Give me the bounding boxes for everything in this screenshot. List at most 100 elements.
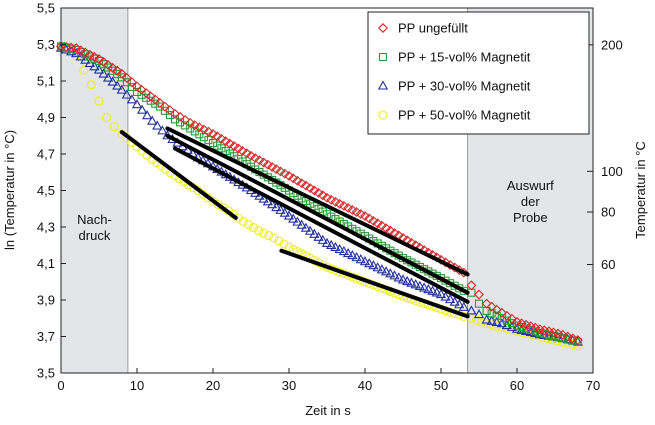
y-tick-label: 3,7 (37, 329, 55, 344)
data-point (313, 231, 324, 241)
data-point (310, 202, 319, 211)
secondary-y-axis-label: Temperatur in °C (633, 141, 648, 239)
data-point (543, 330, 555, 340)
data-point (454, 299, 465, 309)
legend-label: PP + 50-vol% Magnetit (398, 108, 531, 123)
region-annotation-line: Nach- (77, 212, 112, 227)
legend-label: PP + 30-vol% Magnetit (398, 79, 531, 94)
data-point (151, 99, 160, 108)
data-point (506, 313, 517, 324)
data-point (418, 282, 430, 292)
data-point (502, 316, 511, 325)
region-annotation-line: Auswurf (507, 178, 554, 193)
data-point (296, 178, 307, 189)
data-point (449, 296, 460, 306)
region-annotation-line: Probe (513, 210, 548, 225)
data-point (116, 84, 127, 94)
y-tick-label: 4,1 (37, 256, 55, 271)
data-point (275, 166, 286, 177)
data-point (275, 204, 286, 214)
data-point (557, 329, 568, 340)
y-tick-label: 3,9 (37, 293, 55, 308)
data-point (112, 65, 123, 76)
data-point (122, 78, 131, 87)
fit-line (173, 146, 470, 304)
y2-tick-label: 80 (601, 205, 615, 220)
data-point (292, 216, 303, 226)
data-point (229, 141, 240, 152)
data-point (141, 88, 152, 99)
data-point (372, 218, 383, 229)
data-point (189, 120, 200, 131)
data-point (330, 196, 341, 207)
data-point (254, 226, 264, 236)
data-point (194, 122, 205, 133)
data-point (84, 49, 95, 60)
data-point (254, 155, 265, 166)
data-point (220, 136, 231, 147)
data-point (107, 62, 118, 73)
x-tick-label: 60 (510, 378, 524, 393)
y-tick-label: 4,5 (37, 183, 55, 198)
data-point (259, 228, 269, 238)
data-point (389, 270, 400, 280)
data-point (321, 237, 333, 247)
data-point (347, 204, 358, 215)
data-point (568, 336, 577, 345)
data-point (203, 126, 214, 137)
data-point (141, 110, 153, 120)
data-point (89, 51, 100, 62)
data-point (501, 310, 512, 321)
legend-marker (378, 23, 388, 33)
data-point (435, 288, 447, 299)
x-tick-label: 40 (358, 378, 372, 393)
data-point (271, 201, 282, 212)
data-point (147, 115, 158, 125)
data-point (431, 287, 442, 297)
data-point (414, 280, 426, 290)
x-axis-label: Zeit in s (305, 403, 351, 418)
data-point (258, 157, 269, 168)
data-point (507, 319, 516, 328)
data-point (71, 43, 82, 54)
data-point (410, 279, 421, 289)
data-point (243, 220, 254, 230)
data-point (121, 89, 133, 99)
fit-lines (119, 126, 470, 319)
data-point (224, 138, 235, 149)
data-point (296, 219, 307, 229)
data-point (237, 145, 248, 156)
data-point (360, 211, 370, 222)
data-point (317, 190, 328, 201)
y2-tick-label: 60 (601, 257, 615, 272)
data-point (262, 196, 274, 206)
y-axis-label: ln (Temperatur in °C) (2, 130, 17, 250)
data-point (79, 65, 89, 75)
data-point (380, 266, 392, 276)
data-point (284, 170, 294, 181)
data-point (487, 320, 497, 330)
data-point (112, 80, 123, 90)
data-point (393, 272, 404, 282)
data-point (102, 112, 112, 123)
x-axis: 0 10 20 30 40 50 60 70 (57, 368, 600, 393)
y-tick-label: 4,9 (37, 110, 55, 125)
y2-tick-label: 100 (601, 164, 623, 179)
y2-tick-label: 200 (601, 37, 623, 52)
data-point (98, 57, 109, 67)
data-point (127, 83, 136, 92)
data-point (159, 101, 170, 112)
data-point (102, 72, 114, 82)
data-point (466, 305, 477, 315)
data-point (562, 331, 573, 342)
data-point (376, 264, 388, 274)
data-point (314, 204, 323, 214)
data-point (85, 52, 94, 61)
data-point (204, 136, 213, 145)
data-point (164, 105, 175, 116)
data-point (573, 337, 582, 347)
data-point (530, 327, 541, 338)
data-point (497, 322, 507, 332)
data-point (213, 199, 223, 210)
data-point (351, 207, 362, 217)
